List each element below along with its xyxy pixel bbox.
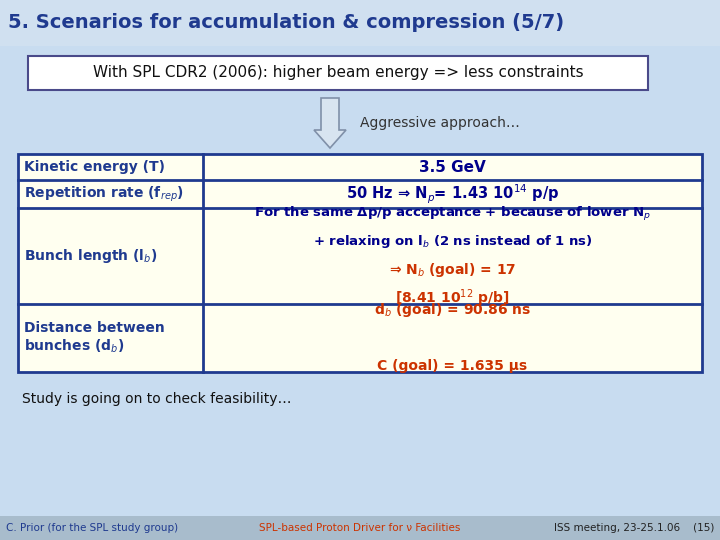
Text: ISS meeting, 23-25.1.06    (15): ISS meeting, 23-25.1.06 (15) <box>554 523 714 533</box>
Bar <box>28 56 648 90</box>
Text: 3.5 GeV: 3.5 GeV <box>419 159 486 174</box>
Text: Repetition rate (f$_{rep}$): Repetition rate (f$_{rep}$) <box>24 184 184 204</box>
Text: + relaxing on l$_b$ (2 ns instead of 1 ns): + relaxing on l$_b$ (2 ns instead of 1 n… <box>312 233 593 251</box>
Text: Study is going on to check feasibility…: Study is going on to check feasibility… <box>22 392 292 406</box>
Text: C. Prior (for the SPL study group): C. Prior (for the SPL study group) <box>6 523 178 533</box>
Text: Kinetic energy (T): Kinetic energy (T) <box>24 160 165 174</box>
Text: [8.41 10$^{12}$ p/b]: [8.41 10$^{12}$ p/b] <box>395 287 510 309</box>
Text: 50 Hz ⇒ N$_p$= 1.43 10$^{14}$ p/p: 50 Hz ⇒ N$_p$= 1.43 10$^{14}$ p/p <box>346 183 559 206</box>
Text: Aggressive approach…: Aggressive approach… <box>360 116 520 130</box>
Text: Bunch length (l$_b$): Bunch length (l$_b$) <box>24 247 158 265</box>
Text: C (goal) = 1.635 μs: C (goal) = 1.635 μs <box>377 359 528 373</box>
Text: d$_b$ (goal) = 90.86 ns: d$_b$ (goal) = 90.86 ns <box>374 301 531 319</box>
FancyArrow shape <box>314 98 346 148</box>
Text: With SPL CDR2 (2006): higher beam energy => less constraints: With SPL CDR2 (2006): higher beam energy… <box>93 65 583 80</box>
Bar <box>0 0 720 46</box>
Bar <box>0 516 720 540</box>
Bar <box>18 154 702 372</box>
Text: Distance between
bunches (d$_b$): Distance between bunches (d$_b$) <box>24 321 165 355</box>
Text: For the same Δp/p acceptance + because of lower N$_p$: For the same Δp/p acceptance + because o… <box>254 205 651 223</box>
Text: 5. Scenarios for accumulation & compression (5/7): 5. Scenarios for accumulation & compress… <box>8 14 564 32</box>
Text: SPL-based Proton Driver for ν Facilities: SPL-based Proton Driver for ν Facilities <box>259 523 461 533</box>
Text: ⇒ N$_b$ (goal) = 17: ⇒ N$_b$ (goal) = 17 <box>389 261 516 279</box>
